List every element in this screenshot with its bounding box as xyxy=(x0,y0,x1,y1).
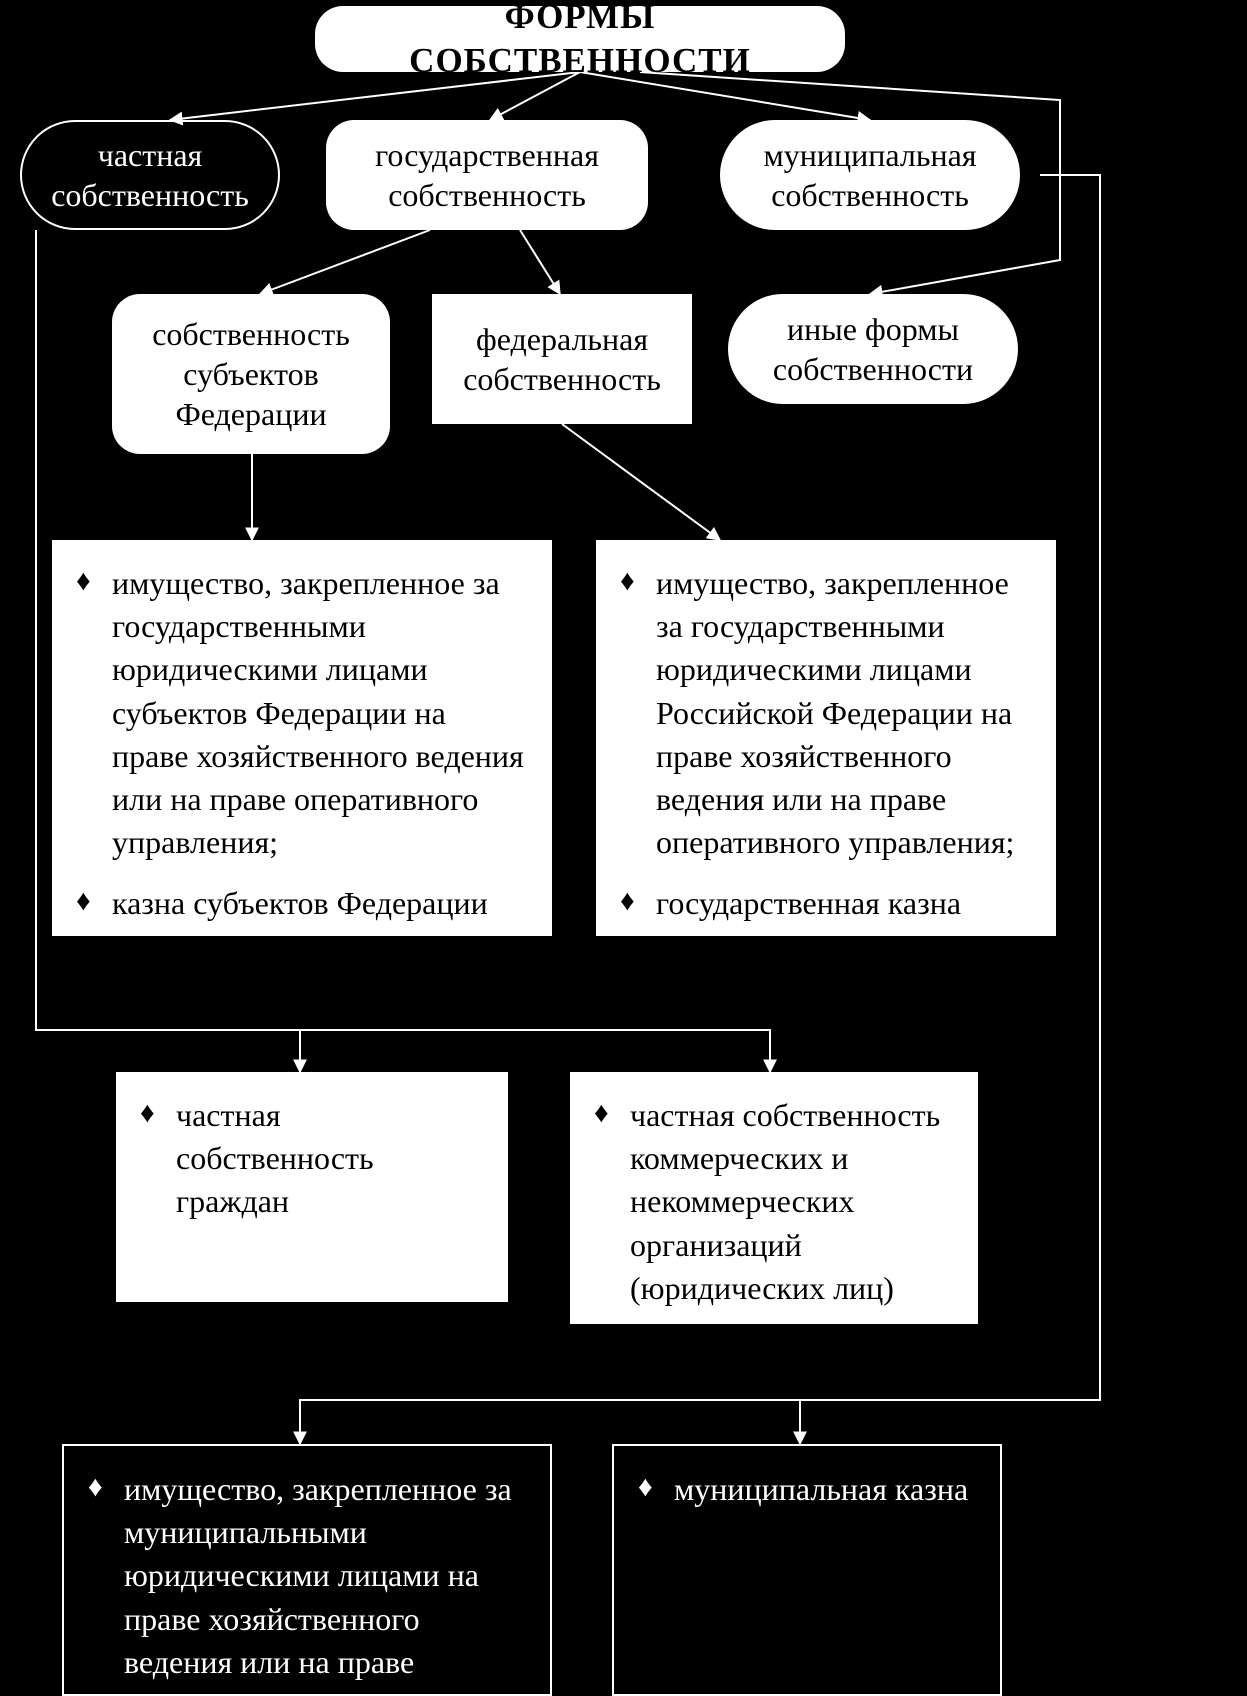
box-mun-kaz: муниципальная казна xyxy=(612,1444,1002,1696)
box-subjects: имущество, закрепленное за государственн… xyxy=(52,540,552,936)
box-subjects-list: имущество, закрепленное за государственн… xyxy=(76,562,528,926)
node-other-label: иные формы собственности xyxy=(746,309,1000,389)
list-item: муниципальная казна xyxy=(638,1468,976,1511)
box-orgs: частная собственность коммерческих и нек… xyxy=(570,1072,978,1324)
edge xyxy=(562,424,720,540)
box-mun-prop-list: имущество, закрепленное за муниципальным… xyxy=(88,1468,526,1696)
node-state: государственная собственность xyxy=(326,120,648,230)
node-federal-label: федеральная собственность xyxy=(450,319,674,399)
node-state-label: государственная собственность xyxy=(344,135,630,215)
list-item: частная собственность коммерческих и нек… xyxy=(594,1094,954,1310)
node-subjects: собственность субъектов Федерации xyxy=(112,294,390,454)
title-node: ФОРМЫ СОБСТВЕННОСТИ xyxy=(315,6,845,72)
list-item: имущество, закрепленное за государственн… xyxy=(76,562,528,864)
box-federal: имущество, закрепленное за государственн… xyxy=(596,540,1056,936)
node-federal: федеральная собственность xyxy=(432,294,692,424)
box-citizens-list: частная собственность граждан xyxy=(140,1094,484,1224)
box-orgs-list: частная собственность коммерческих и нек… xyxy=(594,1094,954,1310)
title-label: ФОРМЫ СОБСТВЕННОСТИ xyxy=(333,0,827,83)
node-private: частная собственность xyxy=(20,120,280,230)
box-mun-prop: имущество, закрепленное за муниципальным… xyxy=(62,1444,552,1696)
box-mun-kaz-list: муниципальная казна xyxy=(638,1468,976,1511)
node-other: иные формы собственности xyxy=(728,294,1018,404)
diagram-stage: ФОРМЫ СОБСТВЕННОСТИ частная собственност… xyxy=(0,0,1247,1696)
node-subjects-label: собственность субъектов Федерации xyxy=(130,314,372,434)
list-item: частная собственность граждан xyxy=(140,1094,484,1224)
list-item: имущество, закрепленное за муниципальным… xyxy=(88,1468,526,1696)
node-private-label: частная собственность xyxy=(40,135,260,215)
list-item: имущество, закрепленное за государственн… xyxy=(620,562,1032,864)
node-municipal: муниципальная собственность xyxy=(720,120,1020,230)
box-federal-list: имущество, закрепленное за государственн… xyxy=(620,562,1032,969)
node-municipal-label: муниципальная собственность xyxy=(738,135,1002,215)
list-item: казна субъектов Федерации xyxy=(76,882,528,925)
edge xyxy=(520,230,560,294)
edge xyxy=(260,230,430,294)
box-citizens: частная собственность граждан xyxy=(116,1072,508,1302)
list-item: государственная казна Российской Федерац… xyxy=(620,882,1032,968)
